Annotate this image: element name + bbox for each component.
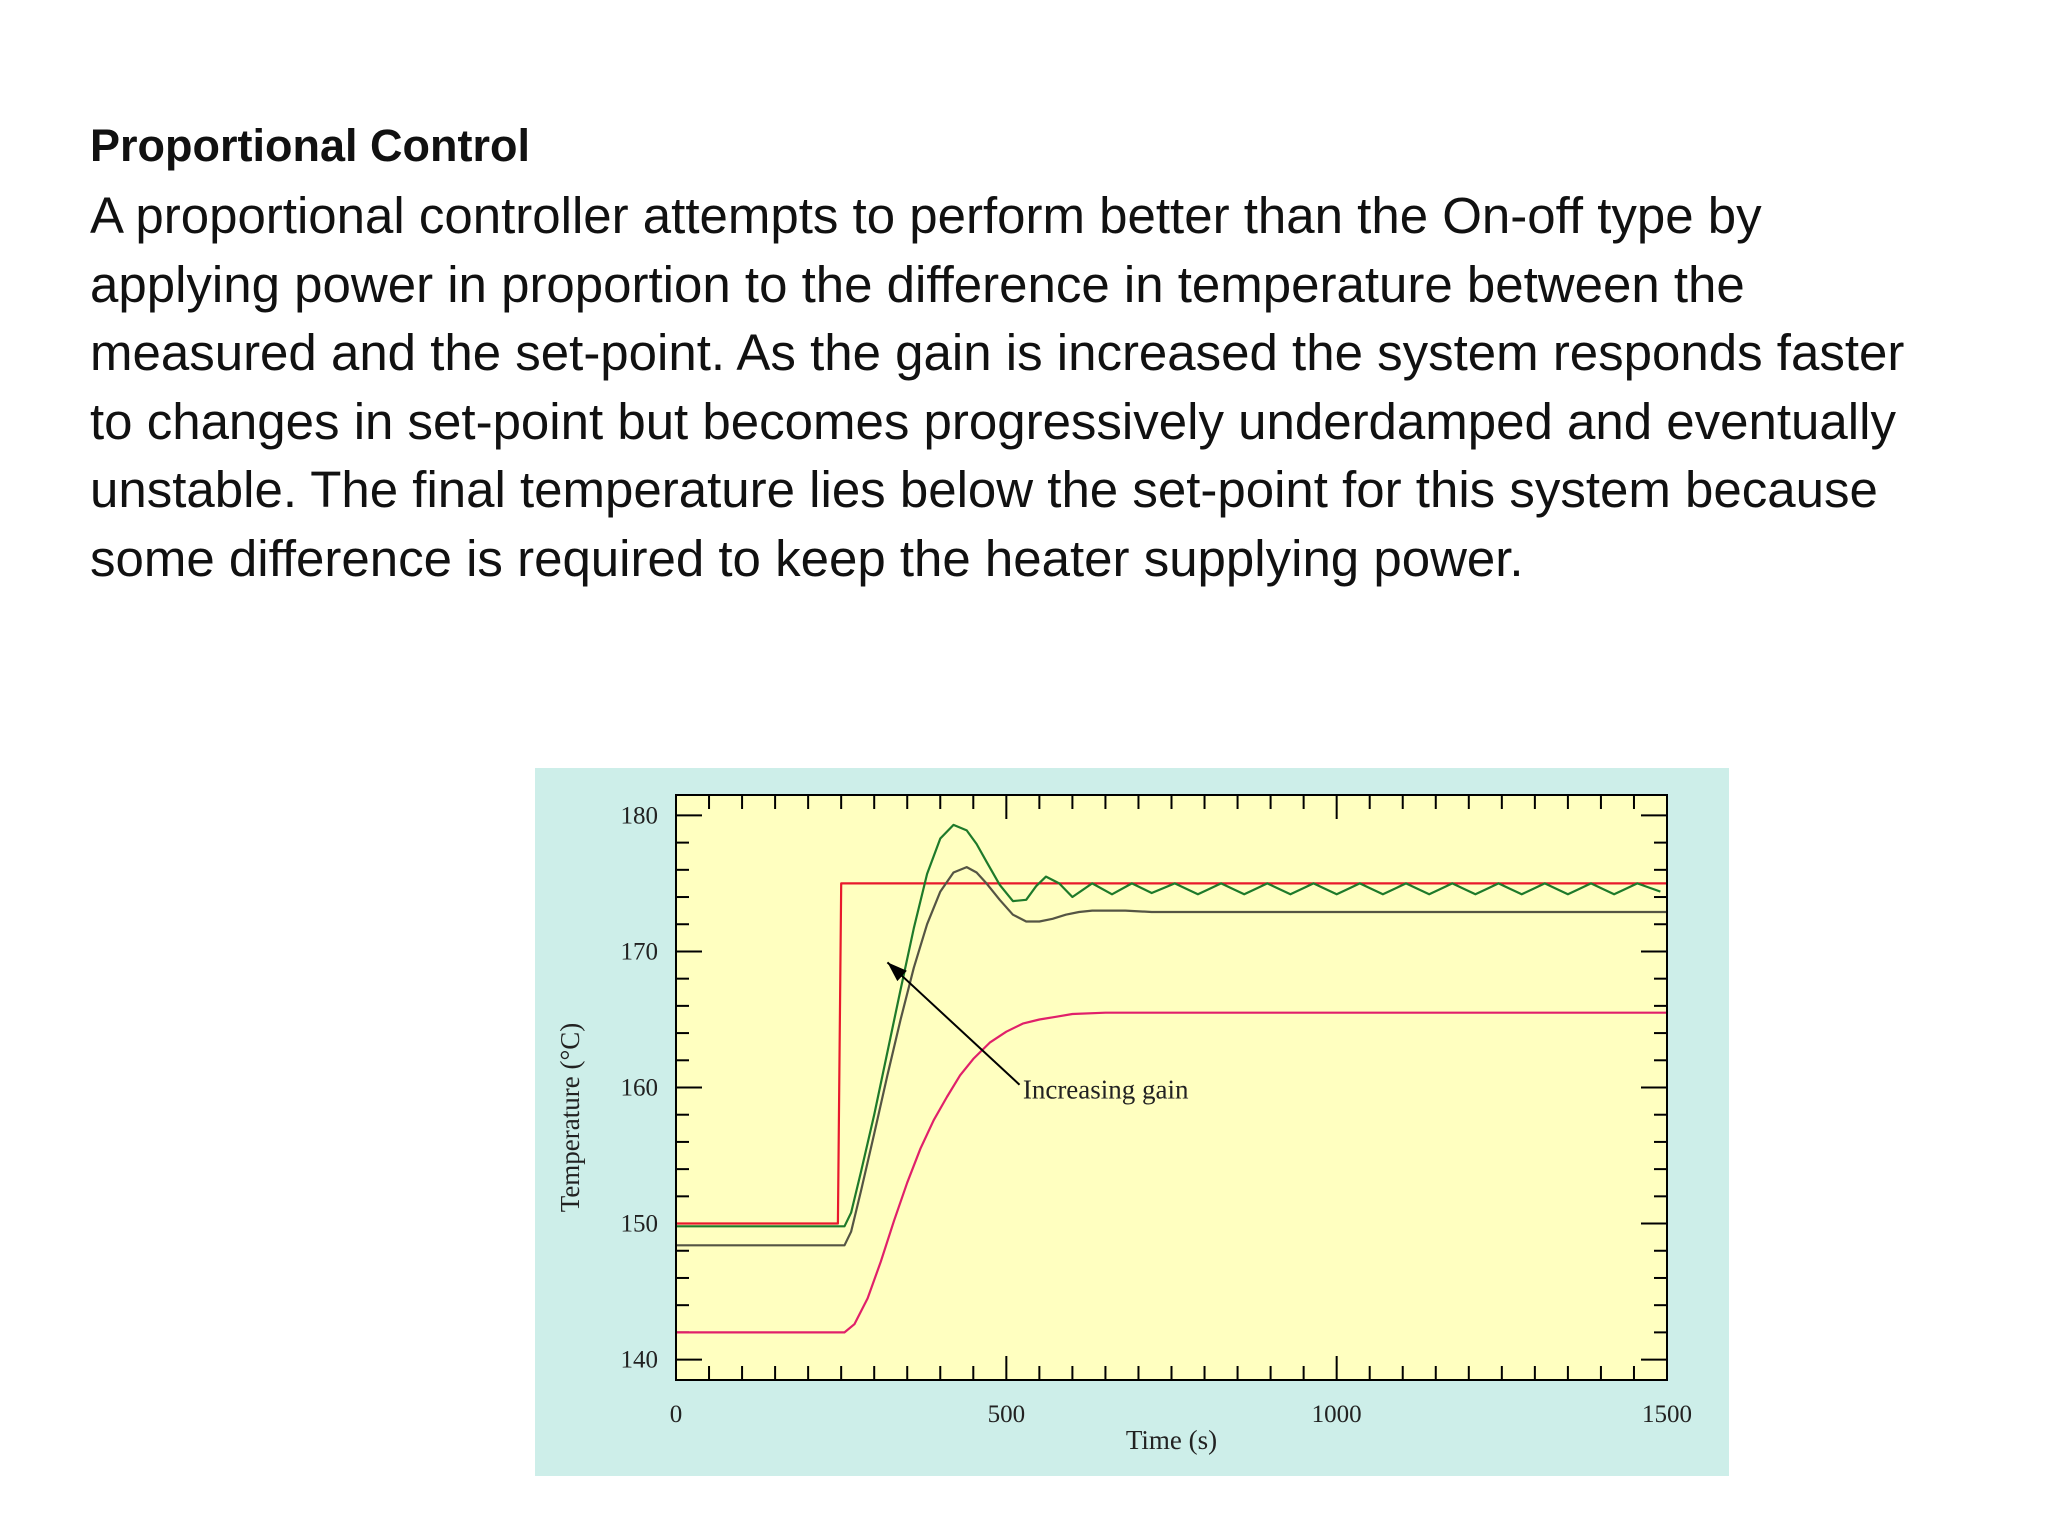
paragraph-line: A proportional controller attempts to pe… xyxy=(90,187,1762,244)
y-axis-title: Temperature (°C) xyxy=(555,1023,585,1213)
annotation-label: Increasing gain xyxy=(1023,1074,1189,1104)
paragraph-line: applying power in proportion to the diff… xyxy=(90,255,1745,313)
slide-paragraph: A proportional controller attempts to pe… xyxy=(90,182,1990,593)
paragraph-line: unstable. The final temperature lies bel… xyxy=(90,461,1878,518)
series-line-1 xyxy=(676,882,1667,1225)
temperature-response-chart: 0 500 1000 1500 140 150 160 170 180 Increasing g… xyxy=(555,794,1693,1455)
plot-frame xyxy=(675,794,1668,1381)
slide-title: Proportional Control xyxy=(90,120,530,171)
y-tick-label: 170 xyxy=(621,938,659,965)
y-tick-label: 180 xyxy=(621,802,659,829)
x-tick-label: 1000 xyxy=(1312,1401,1362,1428)
axis-ticks xyxy=(675,795,1668,1380)
tick-labels: 0 500 1000 1500 140 150 160 170 180 xyxy=(621,802,1693,1428)
x-tick-label: 1500 xyxy=(1642,1401,1692,1428)
y-tick-label: 140 xyxy=(621,1347,659,1374)
chart-panel: 0 500 1000 1500 140 150 160 170 180 Increasing g… xyxy=(535,768,1729,1476)
x-axis-title: Time (s) xyxy=(1126,1425,1217,1455)
series-line-4 xyxy=(676,823,1661,1228)
series-line-2 xyxy=(676,1011,1667,1334)
y-tick-label: 150 xyxy=(621,1211,659,1238)
x-tick-label: 0 xyxy=(670,1401,683,1428)
x-tick-label: 500 xyxy=(988,1401,1026,1428)
series-layer xyxy=(676,823,1667,1334)
y-tick-label: 160 xyxy=(621,1075,659,1102)
paragraph-line: to changes in set-point but becomes prog… xyxy=(90,392,1896,450)
annotation-arrowhead xyxy=(887,962,907,982)
paragraph-line: some difference is required to keep the … xyxy=(90,529,1524,587)
annotation-arrow xyxy=(886,961,1021,1086)
paragraph-line: measured and the set-point. As the gain … xyxy=(90,324,1905,381)
series-line-3 xyxy=(676,865,1667,1247)
